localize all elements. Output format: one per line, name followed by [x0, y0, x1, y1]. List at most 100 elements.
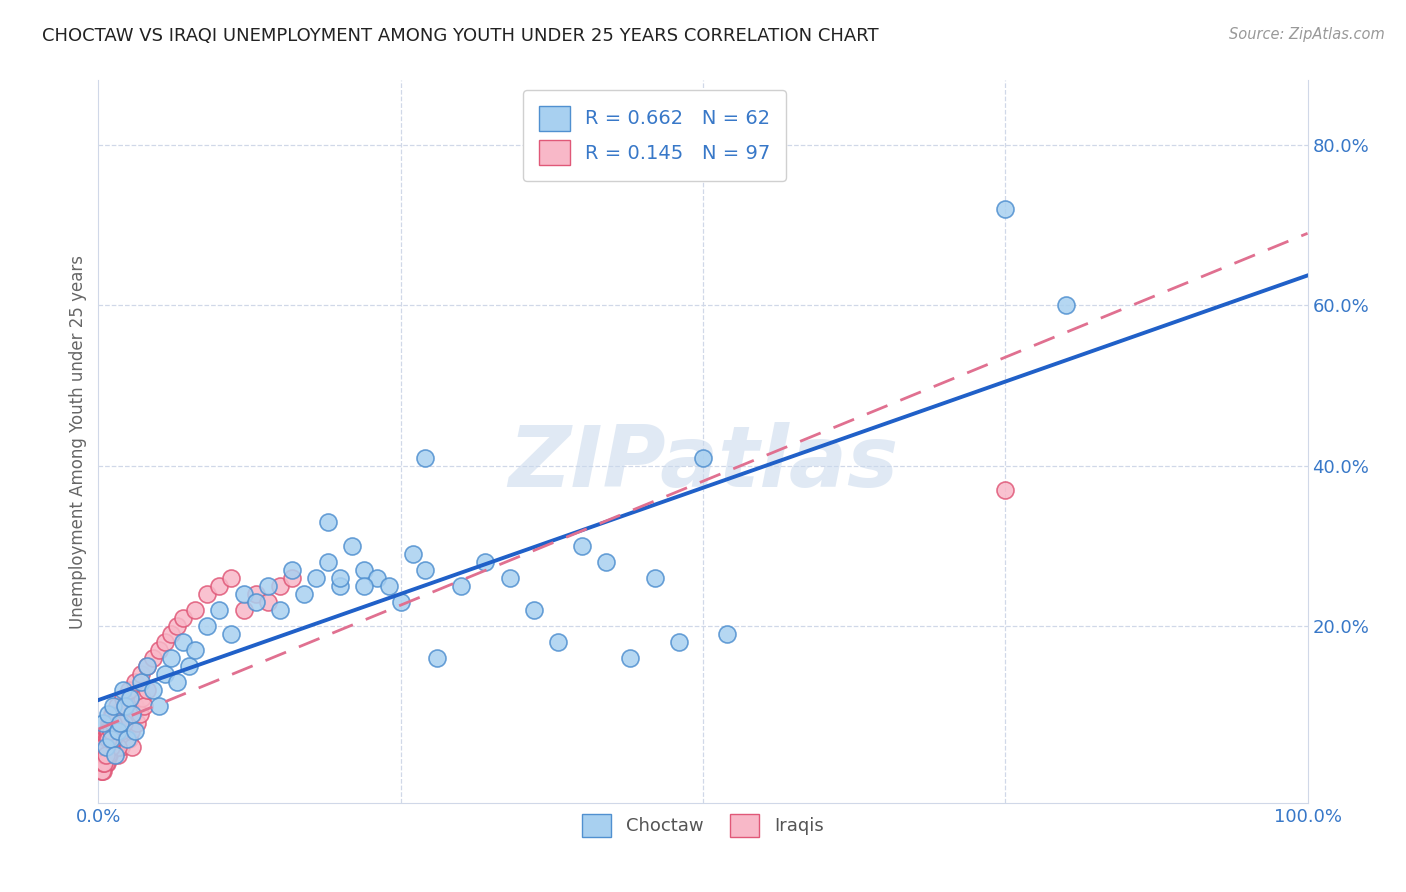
Point [114, 699, 136, 714]
Point [105, 699, 128, 714]
Point [100, 731, 122, 746]
Point [1054, 298, 1077, 312]
Point [523, 603, 546, 617]
Point [619, 651, 641, 665]
Point [184, 643, 207, 657]
Point [93, 731, 115, 746]
Point [100, 739, 122, 754]
Point [450, 579, 472, 593]
Legend: Choctaw, Iraqis: Choctaw, Iraqis [575, 806, 831, 845]
Point [100, 723, 122, 738]
Point [90, 764, 112, 778]
Point [108, 715, 131, 730]
Point [160, 651, 183, 665]
Point [153, 635, 176, 649]
Point [166, 619, 188, 633]
Point [93, 747, 115, 762]
Point [104, 747, 127, 762]
Point [292, 587, 315, 601]
Point [245, 595, 267, 609]
Point [269, 603, 291, 617]
Point [107, 747, 129, 762]
Point [121, 739, 143, 754]
Point [91, 756, 114, 770]
Point [668, 635, 690, 649]
Point [426, 651, 449, 665]
Point [128, 707, 150, 722]
Point [103, 723, 125, 738]
Point [153, 667, 176, 681]
Point [692, 450, 714, 465]
Point [389, 595, 412, 609]
Point [245, 587, 267, 601]
Point [118, 691, 141, 706]
Point [316, 515, 339, 529]
Point [160, 627, 183, 641]
Point [134, 699, 156, 714]
Point [97, 747, 120, 762]
Point [994, 483, 1017, 497]
Point [571, 539, 593, 553]
Point [342, 539, 364, 553]
Point [97, 739, 120, 754]
Point [91, 756, 114, 770]
Point [366, 571, 388, 585]
Point [115, 723, 138, 738]
Point [184, 603, 207, 617]
Point [114, 715, 136, 730]
Point [135, 683, 157, 698]
Point [108, 723, 131, 738]
Point [127, 715, 149, 730]
Point [595, 555, 617, 569]
Point [316, 555, 339, 569]
Point [195, 619, 218, 633]
Point [94, 747, 117, 762]
Point [413, 450, 436, 465]
Point [97, 723, 120, 738]
Point [110, 723, 132, 738]
Point [353, 563, 375, 577]
Point [172, 611, 194, 625]
Point [112, 731, 135, 746]
Point [142, 683, 165, 698]
Point [101, 739, 124, 754]
Point [107, 723, 129, 738]
Point [117, 731, 139, 746]
Point [108, 715, 131, 730]
Point [281, 571, 304, 585]
Point [131, 691, 153, 706]
Point [108, 707, 131, 722]
Point [108, 707, 131, 722]
Point [329, 579, 352, 593]
Point [97, 723, 120, 738]
Point [96, 731, 118, 746]
Point [195, 587, 218, 601]
Point [97, 731, 120, 746]
Point [124, 723, 146, 738]
Point [179, 659, 201, 673]
Point [91, 739, 114, 754]
Point [305, 571, 328, 585]
Point [103, 731, 125, 746]
Point [256, 579, 278, 593]
Point [100, 723, 122, 738]
Point [413, 563, 436, 577]
Point [111, 699, 134, 714]
Point [547, 635, 569, 649]
Point [281, 563, 304, 577]
Point [96, 723, 118, 738]
Point [101, 707, 124, 722]
Point [110, 739, 132, 754]
Point [90, 747, 112, 762]
Point [208, 579, 231, 593]
Point [93, 756, 115, 770]
Point [118, 715, 141, 730]
Point [221, 571, 243, 585]
Point [96, 756, 118, 770]
Point [118, 731, 141, 746]
Point [122, 707, 145, 722]
Point [232, 603, 254, 617]
Point [91, 715, 114, 730]
Point [644, 571, 666, 585]
Point [124, 699, 146, 714]
